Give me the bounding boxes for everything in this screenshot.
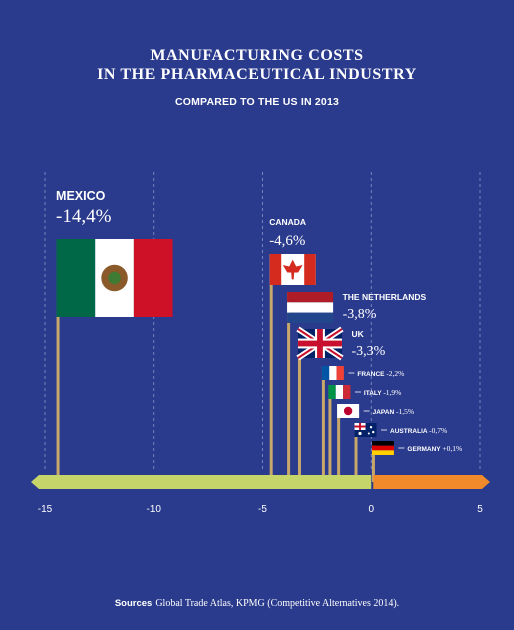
flag-marker xyxy=(371,441,394,482)
mexico-flag xyxy=(56,239,173,317)
netherlands-flag xyxy=(287,292,334,323)
category-label: UK xyxy=(351,329,364,339)
source-label: Sources xyxy=(114,598,153,609)
title-line-2: IN THE PHARMACEUTICAL INDUSTRY xyxy=(97,66,417,83)
flag-pole xyxy=(337,404,341,482)
italy-flag xyxy=(328,385,351,399)
value-label: -0,7% xyxy=(429,426,447,435)
maple-leaf-icon xyxy=(282,259,303,280)
value-label: -14,4% xyxy=(56,206,112,227)
value-label: +0,1% xyxy=(442,444,462,453)
category-label: ITALY -1,9% xyxy=(364,388,402,397)
canada-flag xyxy=(269,254,316,285)
x-tick-label: -10 xyxy=(147,504,162,515)
flag-marker xyxy=(296,326,344,482)
sun-disc-icon xyxy=(343,406,353,416)
category-label: FRANCE -2,2% xyxy=(357,369,404,378)
category-label: CANADA xyxy=(269,217,306,227)
x-tick-label: -5 xyxy=(258,504,267,515)
flag-pole xyxy=(269,254,273,482)
x-tick-label: -15 xyxy=(38,504,53,515)
value-label: -3,3% xyxy=(351,344,385,359)
value-label: -3,8% xyxy=(343,307,377,322)
flag-marker xyxy=(269,254,316,482)
chart-subtitle: COMPARED TO THE US IN 2013 xyxy=(174,96,340,108)
value-label: -2,2% xyxy=(386,369,404,378)
japan-flag xyxy=(337,404,360,418)
flag-pole xyxy=(328,385,332,482)
x-tick-label: 5 xyxy=(477,504,483,515)
australia-flag xyxy=(354,423,377,437)
value-label: -1,5% xyxy=(396,407,414,416)
x-tick-label: 0 xyxy=(368,504,374,515)
flag-marker xyxy=(354,423,377,482)
germany-flag xyxy=(371,441,394,455)
value-label: -4,6% xyxy=(269,233,305,249)
negative-axis-band xyxy=(31,475,372,489)
flag-pole xyxy=(287,292,291,482)
chart-title: MANUFACTURING COSTS IN THE PHARMACEUTICA… xyxy=(0,46,514,84)
positive-axis-band xyxy=(373,475,490,489)
flag-pole xyxy=(354,423,358,482)
flag-pole xyxy=(297,329,301,482)
category-label: GERMANY +0,1% xyxy=(407,444,462,453)
value-label: -1,9% xyxy=(383,388,401,397)
flag-marker xyxy=(337,404,360,482)
source-note: Sources Global Trade Atlas, KPMG (Competi… xyxy=(0,598,514,609)
source-text: Global Trade Atlas, KPMG (Competitive Al… xyxy=(155,598,400,609)
flag-pole xyxy=(56,239,60,482)
title-line-1: MANUFACTURING COSTS xyxy=(150,47,364,64)
category-label: AUSTRALIA -0,7% xyxy=(390,426,447,435)
category-label: MEXICO xyxy=(56,189,106,203)
category-label: JAPAN -1,5% xyxy=(373,407,414,416)
category-label: THE NETHERLANDS xyxy=(343,292,427,302)
flag-marker xyxy=(287,292,334,482)
flag-pole xyxy=(371,441,375,482)
france-flag xyxy=(321,366,344,380)
flag-marker xyxy=(56,239,173,482)
flag-marker xyxy=(328,385,351,482)
flag-marker xyxy=(321,366,344,482)
flag-pole xyxy=(321,366,325,482)
uk-flag xyxy=(296,326,344,361)
